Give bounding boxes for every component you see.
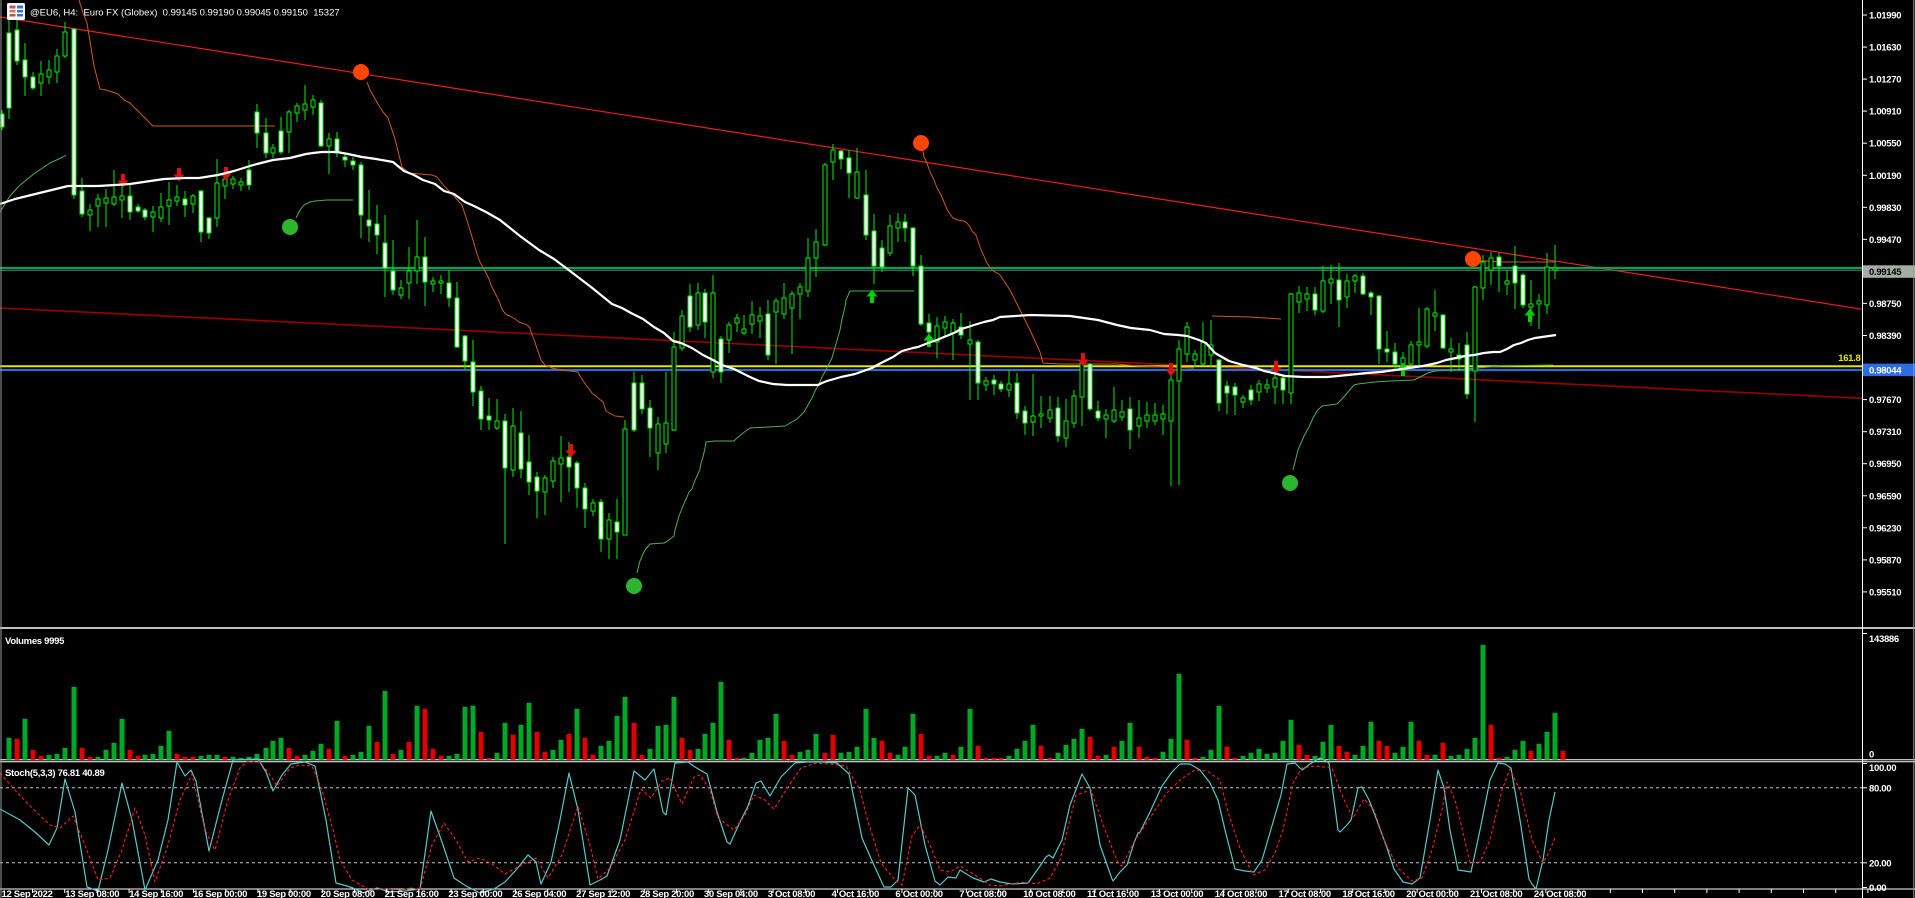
svg-text:20 Sep 08:00: 20 Sep 08:00 bbox=[321, 889, 375, 898]
svg-text:0.97310: 0.97310 bbox=[1869, 427, 1901, 438]
svg-text:1.00190: 1.00190 bbox=[1869, 171, 1901, 182]
svg-text:161.8: 161.8 bbox=[1838, 353, 1860, 364]
svg-text:24 Oct 08:00: 24 Oct 08:00 bbox=[1534, 889, 1586, 898]
svg-text:100.00: 100.00 bbox=[1869, 763, 1896, 774]
svg-text:30 Sep 04:00: 30 Sep 04:00 bbox=[704, 889, 758, 898]
svg-text:6 Oct 00:00: 6 Oct 00:00 bbox=[895, 889, 942, 898]
svg-text:0: 0 bbox=[1869, 750, 1874, 761]
svg-text:Stoch(5,3,3) 76.81 40.89: Stoch(5,3,3) 76.81 40.89 bbox=[5, 768, 104, 779]
svg-text:16 Sep 00:00: 16 Sep 00:00 bbox=[193, 889, 247, 898]
svg-text:0.00: 0.00 bbox=[1869, 883, 1886, 894]
svg-text:11 Oct 16:00: 11 Oct 16:00 bbox=[1087, 889, 1139, 898]
svg-text:0.98390: 0.98390 bbox=[1869, 331, 1901, 342]
svg-text:0.98750: 0.98750 bbox=[1869, 299, 1901, 310]
svg-text:14 Sep 16:00: 14 Sep 16:00 bbox=[129, 889, 183, 898]
svg-text:13 Oct 00:00: 13 Oct 00:00 bbox=[1151, 889, 1203, 898]
svg-text:3 Oct 08:00: 3 Oct 08:00 bbox=[768, 889, 815, 898]
svg-text:0.96230: 0.96230 bbox=[1869, 523, 1901, 534]
svg-text:@EU6, H4: Euro FX (Globex) 0: @EU6, H4: Euro FX (Globex) 0.99145 0.991… bbox=[30, 8, 340, 19]
svg-text:1.00910: 1.00910 bbox=[1869, 107, 1901, 118]
svg-text:0.96590: 0.96590 bbox=[1869, 491, 1901, 502]
svg-text:1.01990: 1.01990 bbox=[1869, 11, 1901, 22]
svg-text:4 Oct 16:00: 4 Oct 16:00 bbox=[832, 889, 879, 898]
svg-text:0.97670: 0.97670 bbox=[1869, 395, 1901, 406]
svg-text:1.01270: 1.01270 bbox=[1869, 75, 1901, 86]
svg-text:1.00550: 1.00550 bbox=[1869, 139, 1901, 150]
svg-text:0.96950: 0.96950 bbox=[1869, 459, 1901, 470]
svg-text:13 Sep 08:00: 13 Sep 08:00 bbox=[65, 889, 119, 898]
svg-text:10 Oct 08:00: 10 Oct 08:00 bbox=[1023, 889, 1075, 898]
svg-text:80.00: 80.00 bbox=[1869, 783, 1891, 794]
svg-text:1.01630: 1.01630 bbox=[1869, 43, 1901, 54]
svg-text:0.95870: 0.95870 bbox=[1869, 555, 1901, 566]
svg-text:12 Sep 2022: 12 Sep 2022 bbox=[2, 889, 53, 898]
svg-text:21 Sep 16:00: 21 Sep 16:00 bbox=[385, 889, 439, 898]
svg-text:28 Sep 20:00: 28 Sep 20:00 bbox=[640, 889, 694, 898]
svg-text:0.99470: 0.99470 bbox=[1869, 235, 1901, 246]
svg-text:21 Oct 08:00: 21 Oct 08:00 bbox=[1470, 889, 1522, 898]
svg-text:20.00: 20.00 bbox=[1869, 858, 1891, 869]
svg-text:17 Oct 08:00: 17 Oct 08:00 bbox=[1279, 889, 1331, 898]
svg-text:143886: 143886 bbox=[1869, 634, 1899, 645]
svg-text:23 Sep 00:00: 23 Sep 00:00 bbox=[448, 889, 502, 898]
svg-text:19 Sep 00:00: 19 Sep 00:00 bbox=[257, 889, 311, 898]
svg-text:0.98044: 0.98044 bbox=[1869, 365, 1902, 376]
svg-text:0.99145: 0.99145 bbox=[1869, 267, 1902, 278]
svg-text:7 Oct 08:00: 7 Oct 08:00 bbox=[959, 889, 1006, 898]
svg-text:27 Sep 12:00: 27 Sep 12:00 bbox=[576, 889, 630, 898]
svg-text:14 Oct 08:00: 14 Oct 08:00 bbox=[1215, 889, 1267, 898]
svg-text:Volumes 9995: Volumes 9995 bbox=[5, 636, 65, 647]
svg-text:20 Oct 00:00: 20 Oct 00:00 bbox=[1406, 889, 1458, 898]
svg-text:18 Oct 16:00: 18 Oct 16:00 bbox=[1342, 889, 1394, 898]
svg-text:26 Sep 04:00: 26 Sep 04:00 bbox=[512, 889, 566, 898]
svg-text:0.99830: 0.99830 bbox=[1869, 203, 1901, 214]
svg-text:0.95510: 0.95510 bbox=[1869, 587, 1901, 598]
